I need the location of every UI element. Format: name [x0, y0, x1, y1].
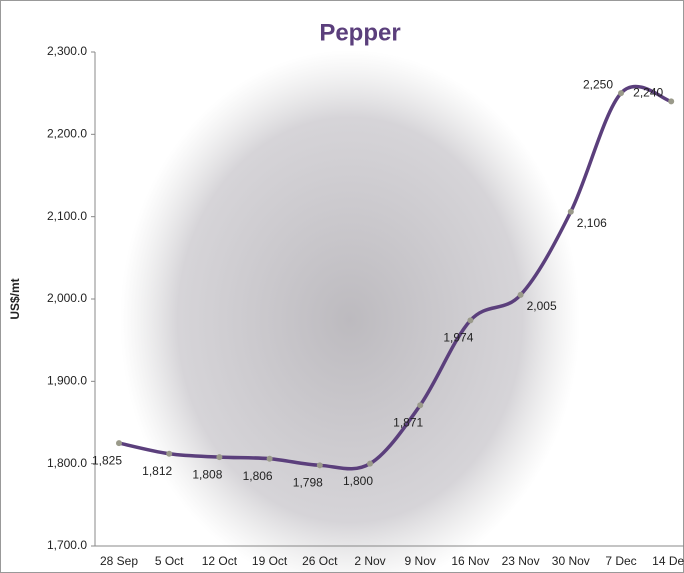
x-tick-label: 23 Nov	[502, 554, 540, 568]
data-label: 1,808	[192, 467, 222, 481]
x-tick-label: 9 Nov	[405, 554, 436, 568]
y-tick-label: 2,300.0	[47, 44, 87, 58]
x-tick-label: 28 Sep	[100, 554, 138, 568]
x-tick-label: 14 Dec	[652, 554, 684, 568]
x-tick-label: 7 Dec	[605, 554, 636, 568]
point	[567, 208, 574, 215]
x-tick-label: 12 Oct	[202, 554, 238, 568]
data-label: 2,005	[527, 299, 557, 313]
data-label: 1,800	[343, 474, 373, 488]
point	[367, 460, 373, 467]
x-tick-label: 26 Oct	[302, 554, 338, 568]
point	[266, 455, 273, 462]
point	[216, 454, 223, 461]
data-label: 2,250	[583, 77, 613, 91]
data-label: 1,812	[142, 464, 172, 478]
y-tick-label: 2,100.0	[47, 209, 87, 223]
background-image	[120, 50, 580, 573]
x-tick-label: 2 Nov	[354, 554, 385, 568]
x-tick-label: 30 Nov	[552, 554, 590, 568]
data-label: 1,806	[243, 469, 273, 483]
y-tick-label: 1,800.0	[47, 456, 87, 470]
point	[618, 90, 624, 97]
y-tick-label: 2,200.0	[47, 127, 87, 141]
y-tick-label: 1,700.0	[47, 538, 87, 552]
y-tick-label: 2,000.0	[47, 291, 87, 305]
data-label: 1,871	[393, 415, 423, 429]
point	[166, 450, 173, 457]
point	[467, 317, 474, 324]
point	[517, 291, 524, 298]
data-label: 1,825	[92, 453, 122, 467]
x-tick-label: 16 Nov	[451, 554, 489, 568]
point	[668, 98, 675, 105]
chart-title: Pepper	[319, 19, 400, 46]
x-tick-label: 19 Oct	[252, 554, 288, 568]
data-label: 1,974	[443, 331, 473, 345]
y-axis-label: US$/mt	[8, 278, 22, 319]
point	[316, 462, 323, 469]
point	[417, 402, 424, 409]
point	[116, 440, 122, 447]
data-label: 2,240	[633, 86, 663, 100]
y-tick-label: 1,900.0	[47, 374, 87, 388]
x-tick-label: 5 Oct	[155, 554, 184, 568]
data-label: 2,106	[577, 216, 607, 230]
data-label: 1,798	[293, 475, 323, 489]
